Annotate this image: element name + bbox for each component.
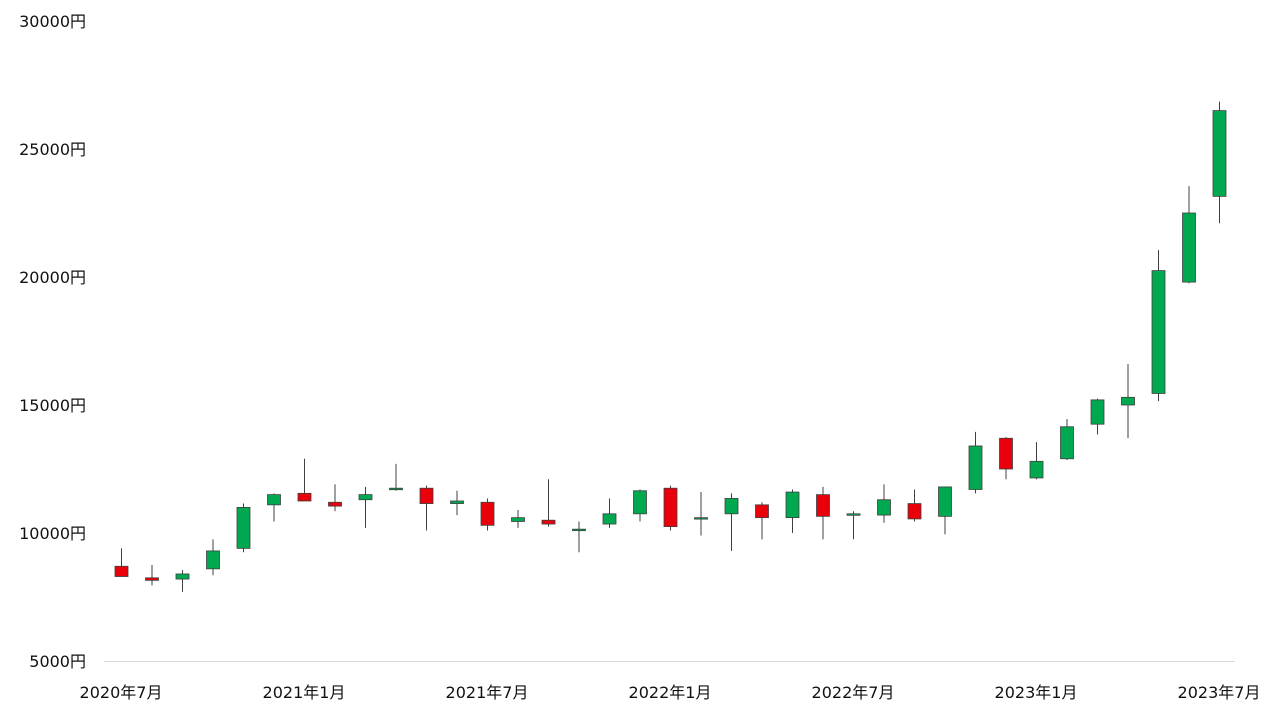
candle-body-up: [877, 499, 891, 516]
candle: [602, 498, 617, 528]
candle: [1182, 186, 1196, 284]
candle: [1151, 250, 1166, 402]
candle-body-down: [755, 504, 769, 519]
candle: [358, 486, 373, 528]
x-axis-labels: 2020年7月 2021年1月 2021年7月 2022年1月 2022年7月 2023年…: [80, 683, 1261, 702]
candle-body-up: [1090, 399, 1105, 425]
candle-body-up: [206, 550, 220, 570]
candle-body-down: [328, 501, 342, 507]
candle-body-up: [694, 517, 708, 520]
candle-body-up: [175, 573, 190, 580]
candle-body-down: [297, 492, 312, 502]
candle-body-up: [1212, 110, 1227, 197]
candle: [724, 493, 739, 551]
candle: [1029, 442, 1044, 480]
x-tick-label: 2021年1月: [263, 683, 346, 702]
candle: [785, 489, 800, 533]
candle-body-up: [785, 491, 800, 519]
candle: [846, 511, 861, 540]
candle: [907, 489, 922, 522]
candle: [267, 493, 281, 522]
candle-body-up: [1151, 270, 1166, 394]
candle-body-up: [846, 513, 861, 516]
candle: [511, 509, 525, 528]
candle: [999, 437, 1013, 480]
x-tick-label: 2021年7月: [446, 683, 529, 702]
candle-body-up: [602, 513, 617, 525]
y-tick-label: 15000円: [19, 396, 86, 415]
x-tick-label: 2022年1月: [629, 683, 712, 702]
candle-body-down: [999, 437, 1013, 470]
candle: [114, 548, 129, 577]
y-tick-label: 20000円: [19, 268, 86, 287]
candle: [755, 502, 769, 540]
candle-body-up: [1121, 396, 1135, 406]
candle-body-down: [907, 503, 922, 520]
candle-body-up: [724, 498, 739, 515]
candle: [694, 492, 708, 536]
candle: [968, 431, 983, 494]
x-tick-label: 2020年7月: [80, 683, 163, 702]
candle-body-up: [938, 486, 952, 517]
candle-body-up: [267, 494, 281, 506]
candle: [419, 485, 434, 531]
candle: [877, 484, 891, 523]
candle-body-down: [541, 519, 556, 525]
candle-body-up: [236, 506, 251, 549]
x-tick-label: 2023年1月: [995, 683, 1078, 702]
candle: [297, 458, 312, 502]
y-tick-label: 5000円: [29, 652, 86, 671]
candle-body-down: [419, 487, 434, 504]
candle-body-up: [358, 494, 373, 501]
candle-body-up: [968, 445, 983, 490]
candle: [1212, 101, 1227, 224]
y-tick-label: 30000円: [19, 12, 86, 31]
candle: [236, 503, 251, 553]
candle-body-down: [480, 501, 495, 526]
candle-body-up: [450, 500, 464, 504]
candle-body-up: [389, 487, 403, 491]
candle: [389, 463, 403, 491]
candle-body-down: [663, 487, 678, 528]
candle-body-down: [816, 494, 830, 517]
candle-body-up: [1182, 212, 1196, 283]
candle-body-up: [1029, 460, 1044, 479]
candle: [328, 484, 342, 512]
candle: [480, 498, 495, 531]
candle-body-down: [145, 577, 159, 581]
candle: [1060, 419, 1074, 461]
candle: [1121, 364, 1135, 439]
candles: [114, 101, 1227, 592]
candle-body-up: [572, 528, 586, 532]
candle: [633, 489, 647, 522]
candle: [206, 539, 220, 576]
candle: [1090, 398, 1105, 435]
x-tick-label: 2023年7月: [1178, 683, 1261, 702]
candle: [175, 570, 190, 592]
candle: [816, 486, 830, 540]
candle: [938, 486, 952, 535]
candle: [145, 565, 159, 586]
candle-body-up: [1060, 426, 1074, 460]
candle-body-up: [511, 517, 525, 522]
candle: [572, 521, 586, 553]
y-axis-labels: 30000円 25000円 20000円 15000円 10000円 5000円: [19, 12, 86, 671]
candle: [541, 479, 556, 527]
y-tick-label: 10000円: [19, 524, 86, 543]
x-tick-label: 2022年7月: [812, 683, 895, 702]
y-tick-label: 25000円: [19, 140, 86, 159]
candle-body-up: [633, 490, 647, 515]
candle-body-down: [114, 565, 129, 577]
candle: [450, 490, 464, 516]
candle: [663, 485, 678, 531]
